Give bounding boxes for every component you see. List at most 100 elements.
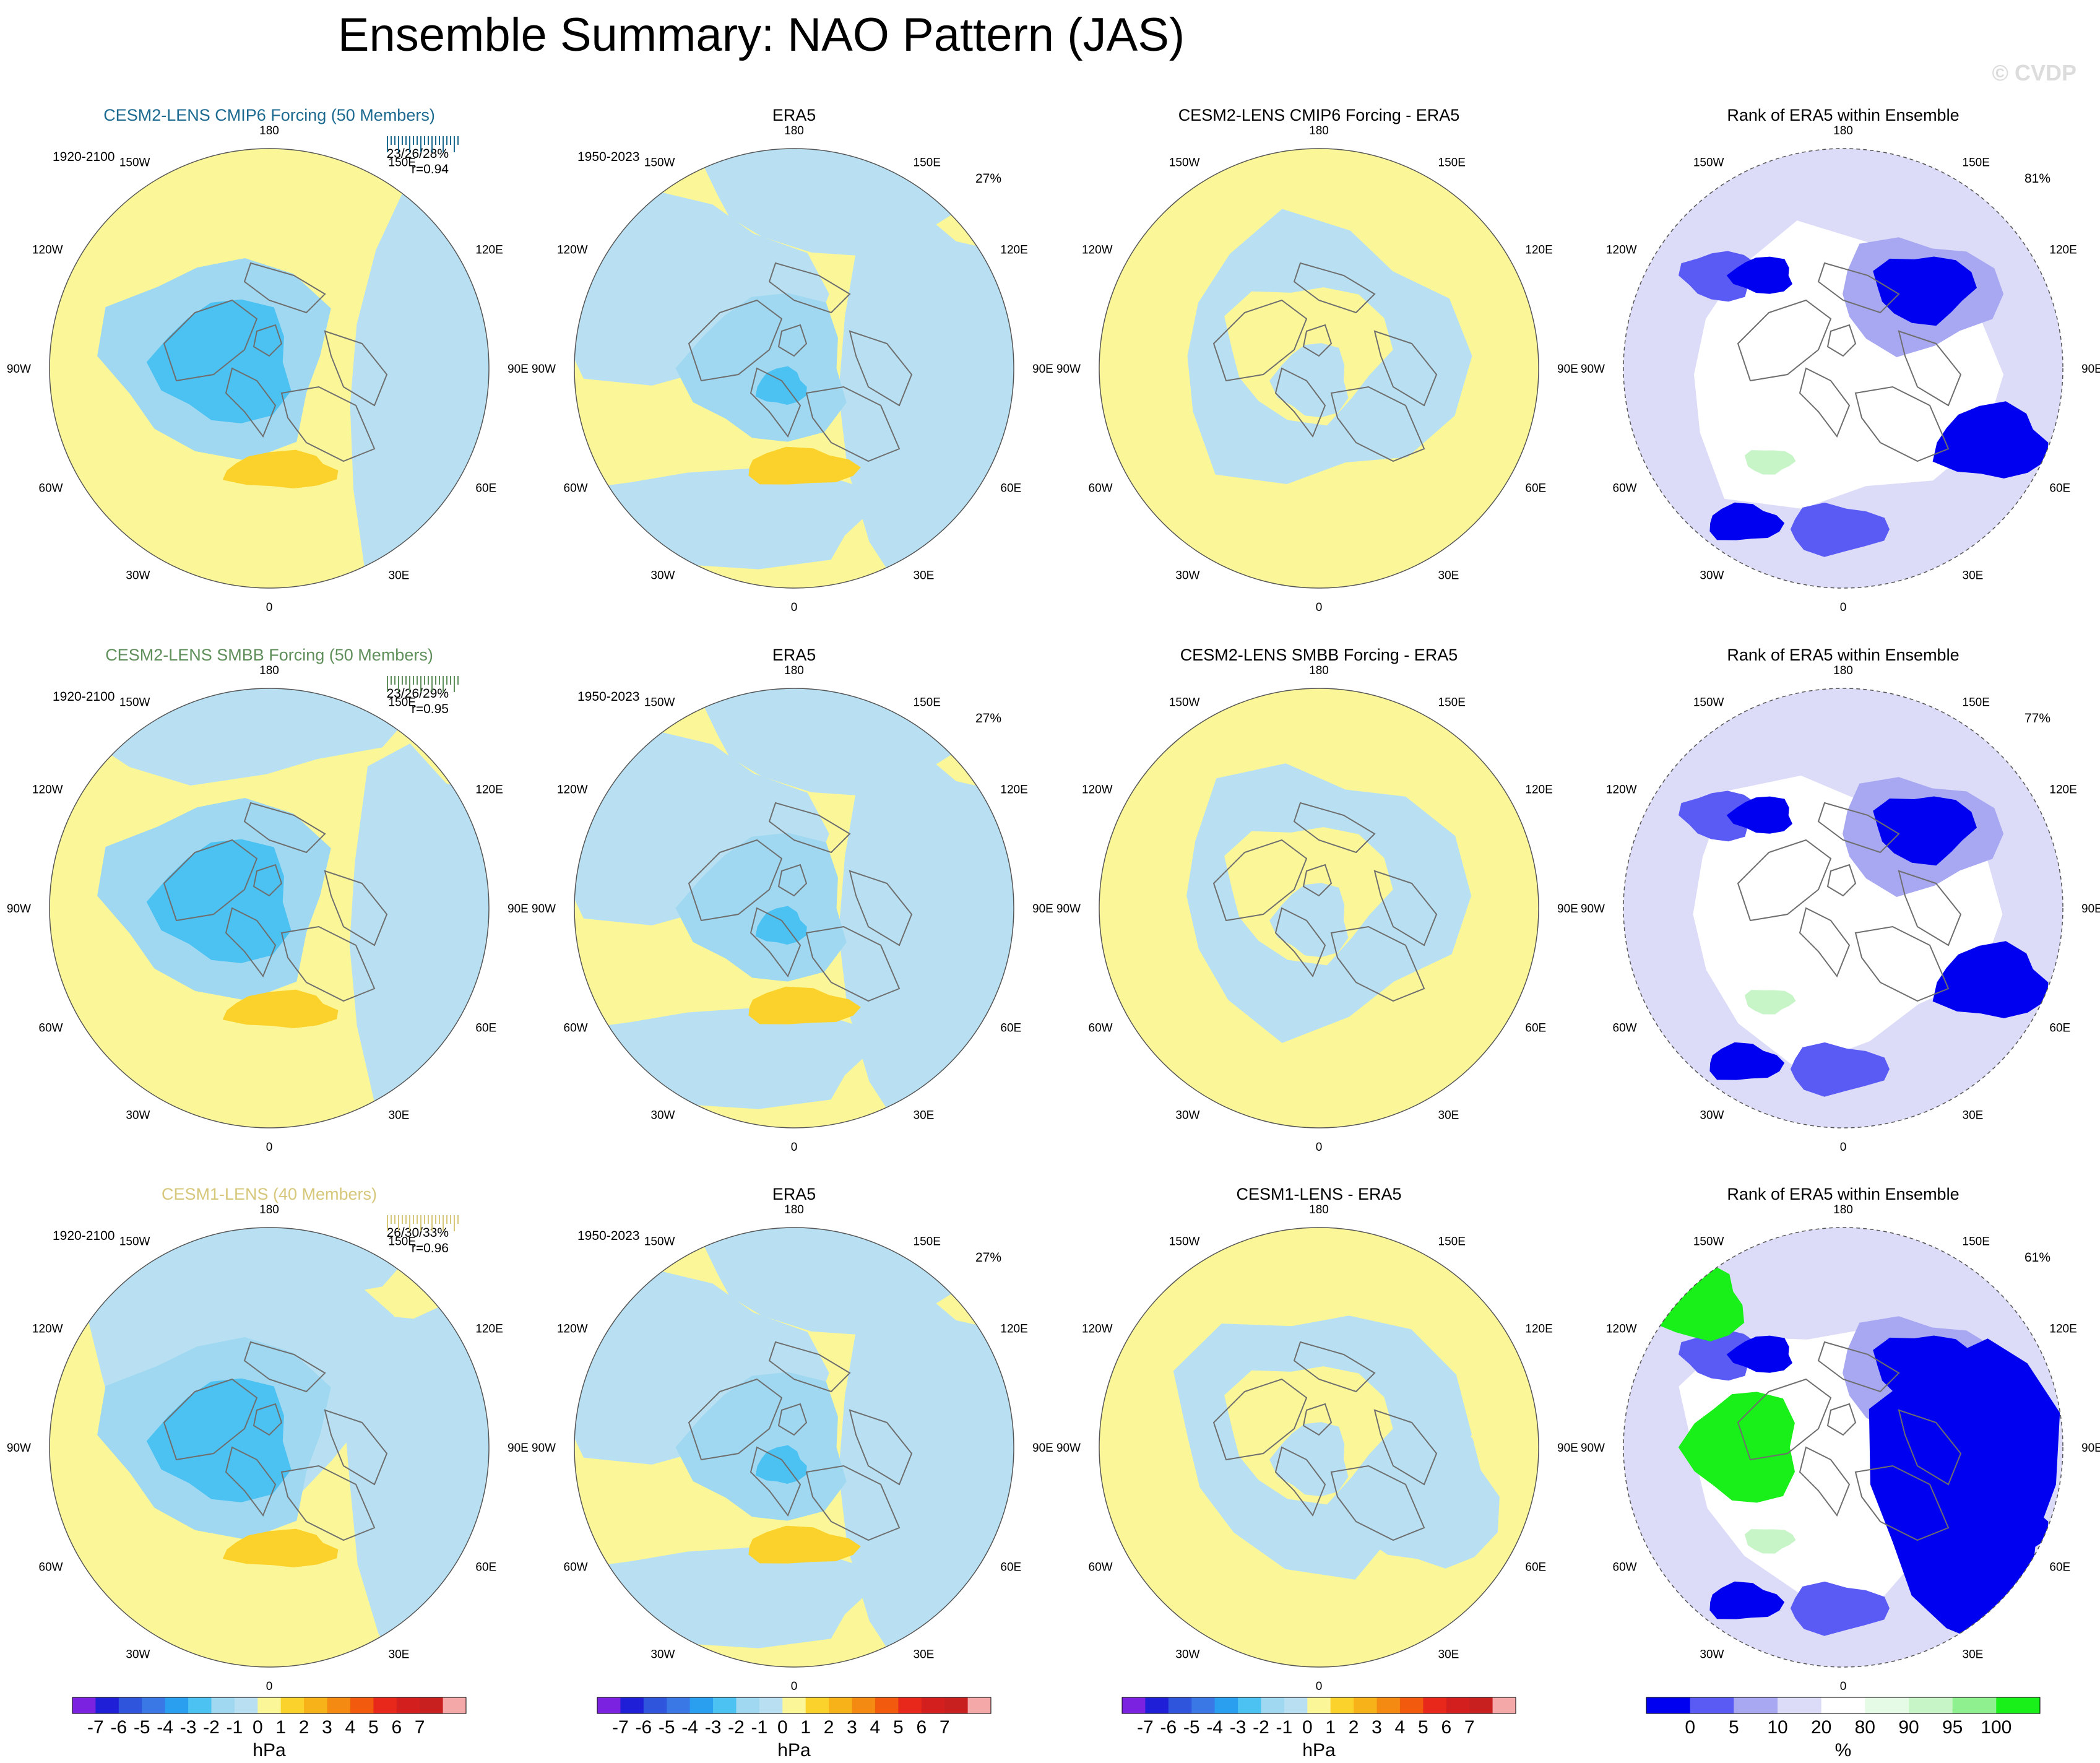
longitude-label: 150W [1169,157,1200,170]
member-tick [439,1215,440,1224]
longitude-label: 30E [1438,1648,1459,1661]
coastline [1212,299,1308,382]
colorbar-swatch [805,1697,829,1713]
negative-region [574,1008,881,1109]
map-boundary [1623,1227,2063,1668]
colorbar-swatch [829,1697,852,1713]
coastline [768,1341,851,1393]
rank-region [1873,256,1977,326]
colorbar-swatch [1191,1697,1216,1713]
period-label: 1920-2100 [53,690,115,704]
longitude-label: 60E [1525,1561,1546,1574]
longitude-label: 30E [1963,1109,1984,1122]
member-tick [387,1215,388,1231]
colorbar-swatch [713,1697,737,1713]
colorbar-swatch [188,1697,212,1713]
colorbar-swatch [689,1697,714,1713]
longitude-label: 120E [2049,784,2076,797]
longitude-label: 30E [1963,569,1984,582]
colorbar-swatch [396,1697,420,1713]
coastline [805,386,901,462]
panel-title: CESM2-LENS SMBB Forcing (50 Members) [105,646,433,664]
longitude-label: 0 [1316,1680,1323,1693]
rank-pct-label: 61% [2024,1250,2050,1265]
longitude-label: 180 [1309,1203,1329,1216]
longitude-label: 90W [7,363,31,376]
map-boundary [49,1227,490,1668]
longitude-label: 30W [126,1109,150,1122]
coastline [1799,1446,1851,1517]
member-tick [428,676,429,685]
coastline [243,802,326,854]
coastline [1330,1465,1425,1541]
map-boundary [49,148,490,589]
coastline [1373,330,1438,407]
longitude-label: 60W [1613,1561,1637,1574]
colorbar-tick-label: -1 [751,1717,768,1738]
negative-region [755,1445,807,1484]
colorbar-swatch [142,1697,166,1713]
colorbar-swatch [1734,1697,1778,1713]
longitude-label: 120W [32,244,63,257]
member-tick [443,676,444,692]
colorbar-tick-label: 7 [1464,1717,1475,1738]
longitude-label: 90E [1557,903,1578,916]
coastline [688,839,783,922]
coastline [688,1378,783,1461]
longitude-label: 60E [1000,1022,1021,1035]
panel-title: CESM2-LENS CMIP6 Forcing (50 Members) [103,106,435,124]
colorbar-tick-label: 5 [893,1717,904,1738]
longitude-label: 30W [126,1648,150,1661]
rank-region [1744,1529,1796,1554]
colorbar-swatch [1145,1697,1169,1713]
rank-region [1726,796,1792,834]
coastline [1898,1409,1962,1486]
rank-region [1790,502,1890,557]
longitude-label: 90E [1032,1442,1053,1455]
period-label: 1950-2023 [577,1229,639,1243]
longitude-label: 150E [1438,157,1466,170]
longitude-label: 60E [1000,482,1021,495]
colorbar-swatch [736,1697,760,1713]
colorbar-tick-label: 10 [1767,1717,1787,1738]
member-tick [435,136,436,145]
longitude-label: 60E [1000,1561,1021,1574]
longitude-label: 180 [1833,664,1853,677]
longitude-label: 180 [784,664,804,677]
longitude-label: 120W [1606,244,1637,257]
longitude-label: 90W [7,903,31,916]
colorbar-tick-label: -2 [1253,1717,1269,1738]
longitude-label: 60W [39,1022,63,1035]
longitude-label: 30W [650,1648,675,1661]
colorbar-swatch [1423,1697,1447,1713]
member-tick [402,136,403,145]
longitude-label: 0 [791,601,798,614]
coastline [280,386,376,462]
coastline [777,1403,808,1436]
member-tick [409,676,410,692]
colorbar-swatch [944,1697,969,1713]
map-panel-r1-c3: 180 150E 120E 90E 60E 30E 0 30W 60W 90W 120W 150W CE… [1056,106,1578,614]
member-tick [409,136,410,152]
longitude-label: 120W [32,784,63,797]
member-tick [402,676,403,685]
member-tick [435,1215,436,1224]
map-panels: 180 150E 120E 90E 60E 30E 0 30W 60W 90W 120W 150W CE… [7,106,2100,1693]
member-tick [391,136,392,145]
longitude-label: 150E [914,157,941,170]
member-tick [387,676,388,692]
longitude-label: 0 [1840,1680,1847,1693]
pct-stats-label: 26/30/33% [387,1226,449,1240]
map-field [1623,1228,2063,1667]
colorbar-tick-label: 5 [368,1717,379,1738]
longitude-label: 120W [1606,1323,1637,1336]
longitude-label: 60E [475,1022,496,1035]
longitude-label: 150W [644,157,675,170]
colorbar-swatch [1399,1697,1424,1713]
rank-region [1679,791,1756,842]
longitude-label: 120E [1525,784,1552,797]
negative-region [146,299,292,423]
rank-region [1709,502,1785,540]
longitude-label: 120E [2049,1323,2076,1336]
longitude-label: 120W [557,784,588,797]
